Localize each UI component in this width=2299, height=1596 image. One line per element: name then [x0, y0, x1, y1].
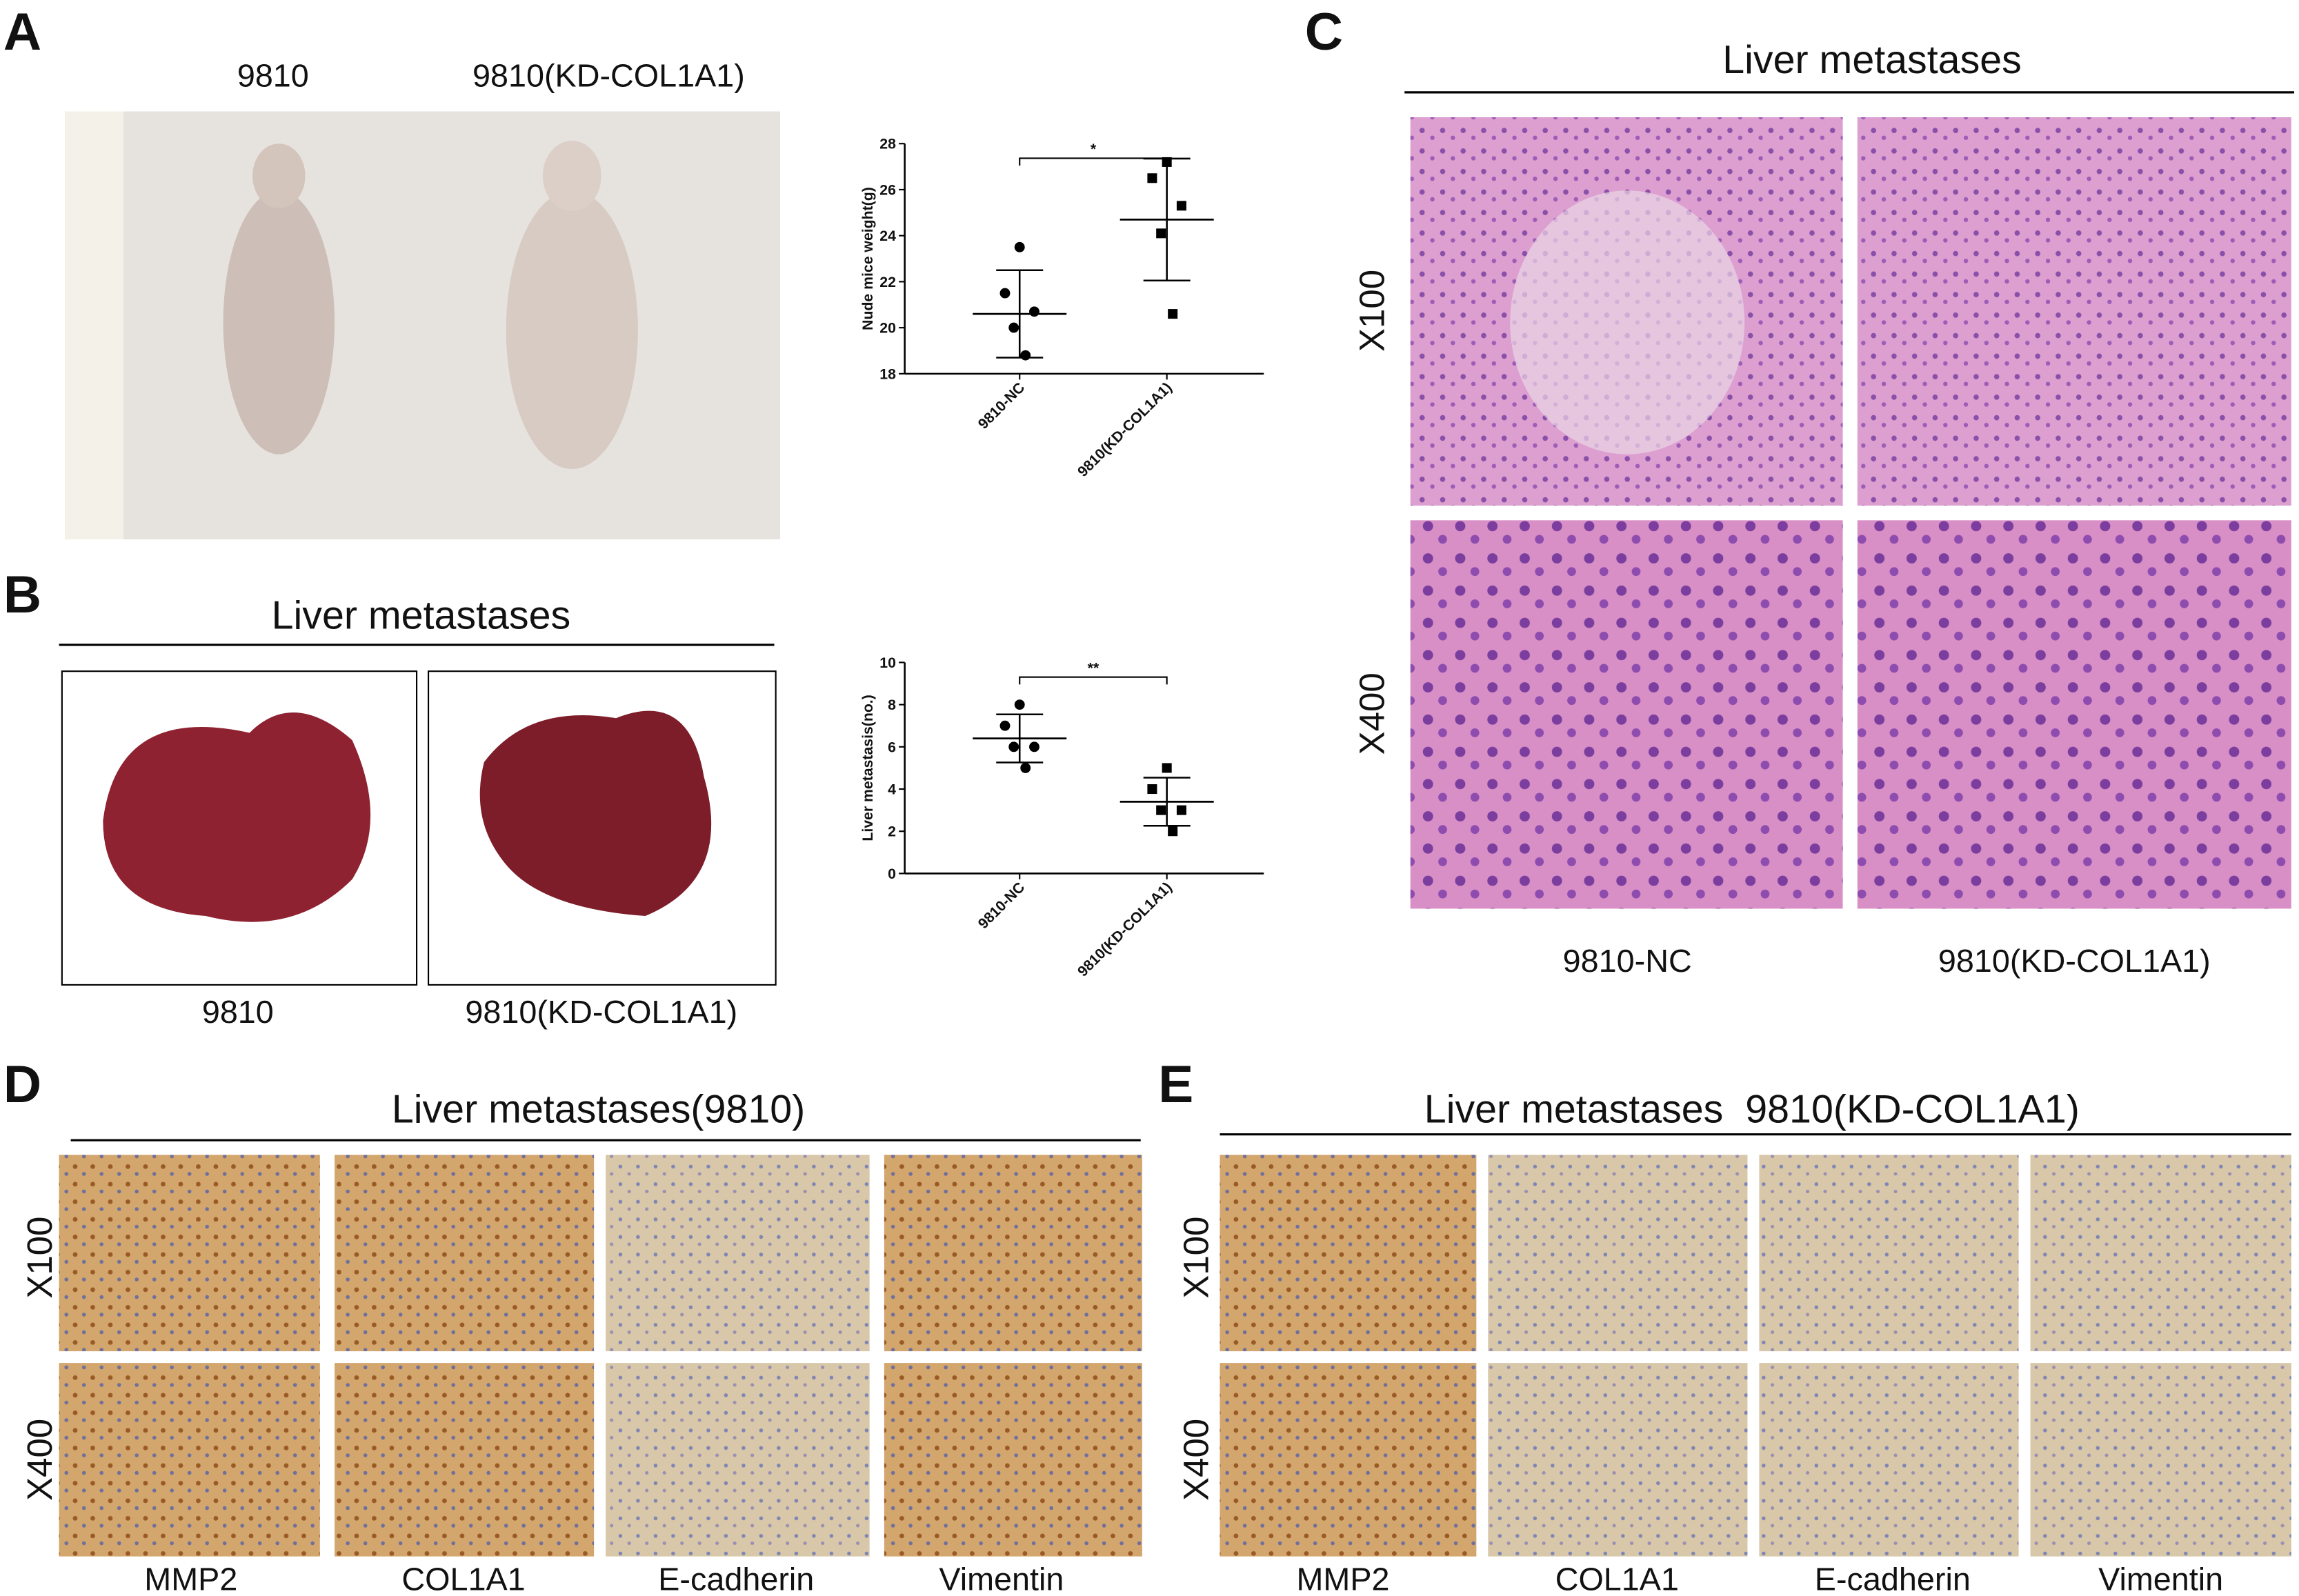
panel-label: B [3, 566, 41, 624]
data-point [1029, 741, 1039, 752]
marker-label: COL1A1 [401, 1562, 525, 1596]
data-point [1029, 306, 1039, 317]
row-label: X100 [1176, 1217, 1215, 1299]
data-point [1020, 763, 1031, 773]
data-point [1156, 228, 1166, 239]
x-tick-label: 9810-NC [975, 879, 1028, 932]
marker-label: Vimentin [2098, 1562, 2223, 1596]
ihc-images [1220, 1155, 2291, 1557]
y-tick-label: 28 [879, 136, 896, 152]
ihc-image [335, 1155, 595, 1352]
significance-label: ** [1088, 659, 1099, 676]
data-point [1168, 826, 1178, 837]
ihc-image [1220, 1363, 1477, 1557]
marker-label: Vimentin [939, 1562, 1064, 1596]
y-tick-label: 22 [879, 274, 896, 290]
mouse-photo [65, 111, 781, 539]
group-label: 9810(KD-COL1A1) [472, 57, 745, 93]
data-point [1156, 805, 1166, 815]
data-point [1176, 805, 1186, 815]
data-point [1014, 699, 1025, 710]
data-point [1020, 350, 1031, 361]
y-tick-label: 26 [879, 181, 896, 198]
data-point [1162, 763, 1172, 773]
row-label: X400 [1176, 1419, 1215, 1501]
y-tick-label: 4 [888, 781, 896, 797]
group-label: 9810(KD-COL1A1) [465, 994, 737, 1030]
panel-label: D [3, 1055, 41, 1114]
marker-label: COL1A1 [1555, 1562, 1679, 1596]
group-label: 9810(KD-COL1A1) [1938, 943, 2211, 979]
marker-label: MMP2 [1296, 1562, 1389, 1596]
ihc-image [1488, 1155, 1748, 1352]
significance-bracket [1019, 676, 1168, 685]
data-point [1147, 173, 1157, 183]
row-label: X400 [1352, 672, 1391, 755]
y-tick-label: 20 [879, 320, 896, 337]
error-bar [996, 713, 1044, 764]
he-images [1410, 117, 2291, 909]
group-label: 9810-NC [1563, 943, 1692, 979]
y-tick-label: 8 [888, 697, 896, 713]
x-tick-label: 9810-NC [975, 379, 1028, 432]
ihc-image [884, 1363, 1142, 1557]
ihc-image [606, 1155, 870, 1352]
y-axis-label: Nude mice weight(g) [859, 187, 876, 330]
ihc-image [1220, 1155, 1477, 1352]
panel-title: Liver metastases 9810(KD-COL1A1) [1424, 1088, 2080, 1132]
panel-label: A [3, 3, 41, 61]
panel-label: E [1158, 1055, 1193, 1114]
marker-label: E-cadherin [658, 1562, 814, 1596]
y-tick-label: 6 [888, 739, 896, 755]
data-point [1147, 784, 1157, 795]
data-point [1014, 241, 1025, 252]
marker-label: MMP2 [144, 1562, 237, 1596]
ihc-image [606, 1363, 870, 1557]
row-label: X100 [20, 1217, 59, 1299]
panel-title: Liver metastases [1722, 38, 2022, 82]
y-tick-label: 18 [879, 366, 896, 382]
ihc-image [59, 1363, 320, 1557]
error-bar [1143, 777, 1191, 827]
panel-title: Liver metastases(9810) [392, 1088, 805, 1132]
row-label: X100 [1352, 270, 1391, 352]
ihc-image [884, 1155, 1142, 1352]
row-label: X400 [20, 1419, 59, 1501]
ihc-image [2030, 1155, 2291, 1352]
y-tick-label: 2 [888, 824, 896, 840]
ihc-image [1759, 1363, 2019, 1557]
data-point [1168, 309, 1178, 319]
ihc-image [335, 1363, 595, 1557]
marker-label: E-cadherin [1815, 1562, 1971, 1596]
panel-title: Liver metastases [272, 594, 571, 638]
panel-label: C [1305, 3, 1343, 61]
significance-label: * [1091, 141, 1097, 157]
y-tick-label: 0 [888, 866, 896, 882]
ihc-image [2030, 1363, 2291, 1557]
y-tick-label: 24 [879, 228, 896, 244]
y-tick-label: 10 [879, 655, 896, 671]
ihc-image [1759, 1155, 2019, 1352]
data-point [999, 720, 1011, 731]
significance-bracket [1019, 157, 1168, 166]
data-point [1008, 741, 1019, 752]
group-label: 9810 [237, 57, 309, 93]
data-point [1176, 201, 1186, 211]
group-label: 9810 [202, 994, 274, 1030]
data-point [999, 288, 1011, 299]
ihc-image [59, 1155, 320, 1352]
data-point [1008, 322, 1019, 333]
ihc-image [1488, 1363, 1748, 1557]
y-axis-label: Liver metastasis(no.) [859, 695, 876, 841]
ihc-images [59, 1155, 1142, 1557]
liver-photo [61, 670, 777, 986]
x-tick-label: 9810(KD-COL1A1) [1074, 879, 1175, 979]
x-tick-label: 9810(KD-COL1A1) [1074, 379, 1175, 480]
error-bar [996, 269, 1044, 359]
